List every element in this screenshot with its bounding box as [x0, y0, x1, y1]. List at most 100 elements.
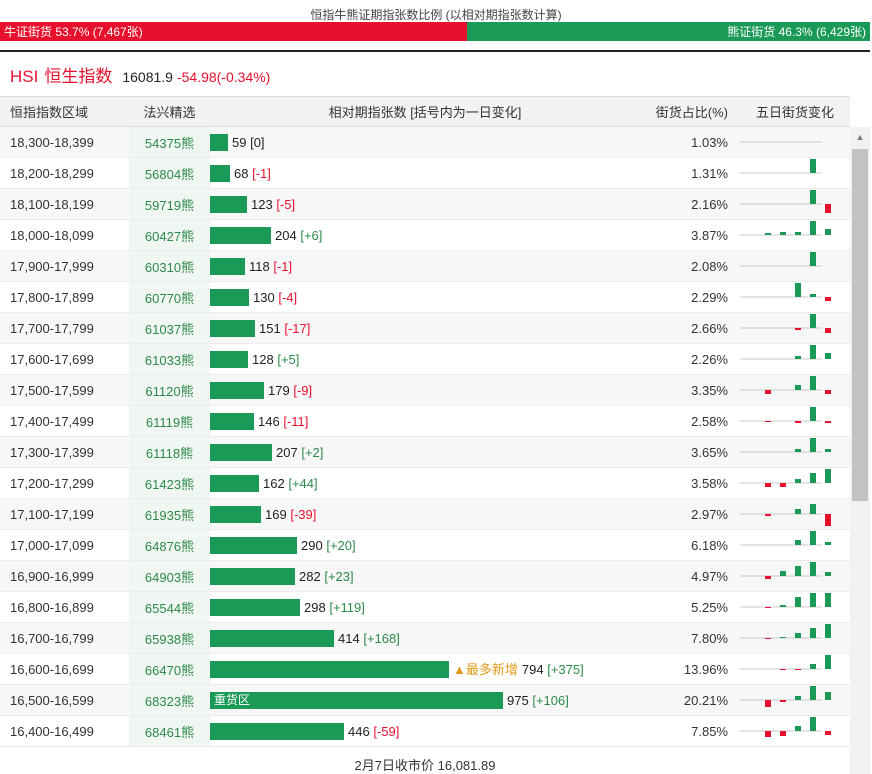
contracts-number: 282 — [299, 569, 321, 584]
row-warrant-code-link[interactable]: 64903熊 — [129, 561, 210, 591]
row-warrant-code-link[interactable]: 68323熊 — [129, 685, 210, 715]
row-warrant-code-link[interactable]: 56804熊 — [129, 158, 210, 188]
vertical-scrollbar[interactable]: ▲ — [850, 127, 870, 774]
contracts-value: 68 [-1] — [234, 165, 271, 182]
row-five-day-sparkline — [740, 499, 850, 529]
row-share-percent: 5.25% — [691, 599, 728, 615]
contracts-number: 146 — [258, 414, 280, 429]
sparkline-bar — [795, 696, 801, 700]
sparkline-chart — [740, 655, 831, 670]
sparkline-bar — [825, 514, 831, 526]
contracts-daily-change: [-17] — [284, 321, 311, 336]
bear-share-bar: 熊证街货 46.3% (6,429张) — [467, 22, 870, 41]
table-body: 18,300-18,399 54375熊 59 [0] 1.03% 18,200-18,… — [0, 127, 850, 747]
row-share-percent: 3.87% — [691, 227, 728, 243]
row-warrant-code-link[interactable]: 61037熊 — [129, 313, 210, 343]
row-contracts-cell: 重货区 975 [+106] — [210, 685, 640, 715]
table-row: 18,100-18,199 59719熊 123 [-5] 2.16% — [0, 189, 850, 220]
row-warrant-code-link[interactable]: 65938熊 — [129, 623, 210, 653]
row-range: 17,000-17,099 — [10, 537, 94, 553]
row-range: 17,700-17,799 — [10, 320, 94, 336]
row-range: 16,500-16,599 — [10, 692, 94, 708]
closing-price-footer: 2月7日收市价 16,081.89 — [354, 758, 496, 773]
contracts-number: 179 — [268, 383, 290, 398]
sparkline-chart — [740, 283, 831, 301]
row-share-percent: 3.65% — [691, 444, 728, 460]
sparkline-bar — [765, 483, 771, 487]
row-share-percent: 4.97% — [691, 568, 728, 584]
contracts-number: 298 — [304, 600, 326, 615]
contracts-value: 123 [-5] — [251, 196, 295, 213]
contracts-daily-change: [0] — [250, 135, 265, 150]
row-warrant-code-link[interactable]: 60310熊 — [129, 251, 210, 281]
sparkline-chart — [740, 314, 831, 333]
sparkline-bar — [810, 294, 816, 297]
sparkline-chart — [740, 190, 831, 213]
contracts-value: 59 [0] — [232, 134, 265, 151]
row-warrant-code-link[interactable]: 68461熊 — [129, 716, 210, 746]
sparkline-bar — [765, 390, 771, 394]
row-range: 18,000-18,099 — [10, 227, 94, 243]
row-warrant-code-link[interactable]: 59719熊 — [129, 189, 210, 219]
row-range: 18,100-18,199 — [10, 196, 94, 212]
header-range: 恒指指数区域 — [10, 105, 89, 120]
table-row: 17,100-17,199 61935熊 169 [-39] 2.97% — [0, 499, 850, 530]
sparkline-bar — [825, 353, 831, 359]
row-warrant-code-link[interactable]: 54375熊 — [129, 127, 210, 157]
row-warrant-code-link[interactable]: 60427熊 — [129, 220, 210, 250]
contracts-daily-change: [-5] — [276, 197, 296, 212]
row-warrant-code-link[interactable]: 61935熊 — [129, 499, 210, 529]
row-contracts-cell: 290 [+20] — [210, 530, 640, 560]
sparkline-bar — [825, 449, 831, 452]
row-range: 16,600-16,699 — [10, 661, 94, 677]
row-range: 17,600-17,699 — [10, 351, 94, 367]
contracts-daily-change: [-9] — [293, 383, 313, 398]
row-warrant-code-link[interactable]: 61118熊 — [129, 437, 210, 467]
contracts-daily-change: [-11] — [283, 414, 309, 429]
sparkline-bar — [780, 669, 786, 670]
table-row: 16,600-16,699 66470熊 ▲最多新增 794 [+375] 13.96% — [0, 654, 850, 685]
row-range: 17,500-17,599 — [10, 382, 94, 398]
row-five-day-sparkline — [740, 158, 850, 188]
row-contracts-cell: 146 [-11] — [210, 406, 640, 436]
scroll-up-arrow-icon[interactable]: ▲ — [855, 132, 865, 142]
row-warrant-code-link[interactable]: 65544熊 — [129, 592, 210, 622]
contracts-value: ▲最多新增 794 [+375] — [453, 661, 584, 678]
contracts-bar — [210, 444, 272, 461]
row-five-day-sparkline — [740, 220, 850, 250]
table-row: 16,500-16,599 68323熊 重货区 975 [+106] 20.21% — [0, 685, 850, 716]
row-five-day-sparkline — [740, 592, 850, 622]
scrollbar-thumb[interactable] — [852, 149, 868, 501]
contracts-value: 414 [+168] — [338, 630, 400, 647]
sparkline-bar — [825, 204, 831, 213]
contracts-value: 179 [-9] — [268, 382, 312, 399]
sparkline-bar — [825, 572, 831, 576]
row-warrant-code-link[interactable]: 61033熊 — [129, 344, 210, 374]
contracts-number: 128 — [252, 352, 274, 367]
table-row: 17,600-17,699 61033熊 128 [+5] 2.26% — [0, 344, 850, 375]
row-share-percent: 7.80% — [691, 630, 728, 646]
row-warrant-code-link[interactable]: 64876熊 — [129, 530, 210, 560]
bull-bear-ratio-title: 恒指牛熊证期指张数比例 (以相对期指张数计算) — [310, 8, 562, 22]
row-warrant-code-link[interactable]: 66470熊 — [129, 654, 210, 684]
row-share-percent: 2.08% — [691, 258, 728, 274]
row-contracts-cell: 59 [0] — [210, 127, 640, 157]
row-share-percent: 7.85% — [691, 723, 728, 739]
row-warrant-code-link[interactable]: 61120熊 — [129, 375, 210, 405]
sparkline-bar — [810, 717, 816, 731]
row-five-day-sparkline — [740, 344, 850, 374]
row-warrant-code-link[interactable]: 60770熊 — [129, 282, 210, 312]
row-warrant-code-link[interactable]: 61423熊 — [129, 468, 210, 498]
table-row: 17,000-17,099 64876熊 290 [+20] 6.18% — [0, 530, 850, 561]
row-contracts-cell: 169 [-39] — [210, 499, 640, 529]
row-range: 17,800-17,899 — [10, 289, 94, 305]
sparkline-bar — [765, 731, 771, 737]
row-range: 17,100-17,199 — [10, 506, 94, 522]
row-share-percent: 2.58% — [691, 413, 728, 429]
row-warrant-code-link[interactable]: 61119熊 — [129, 406, 210, 436]
row-range: 17,400-17,499 — [10, 413, 94, 429]
contracts-value: 975 [+106] — [507, 692, 569, 709]
contracts-bar — [210, 568, 295, 585]
contracts-number: 123 — [251, 197, 273, 212]
table-row: 18,200-18,299 56804熊 68 [-1] 1.31% — [0, 158, 850, 189]
